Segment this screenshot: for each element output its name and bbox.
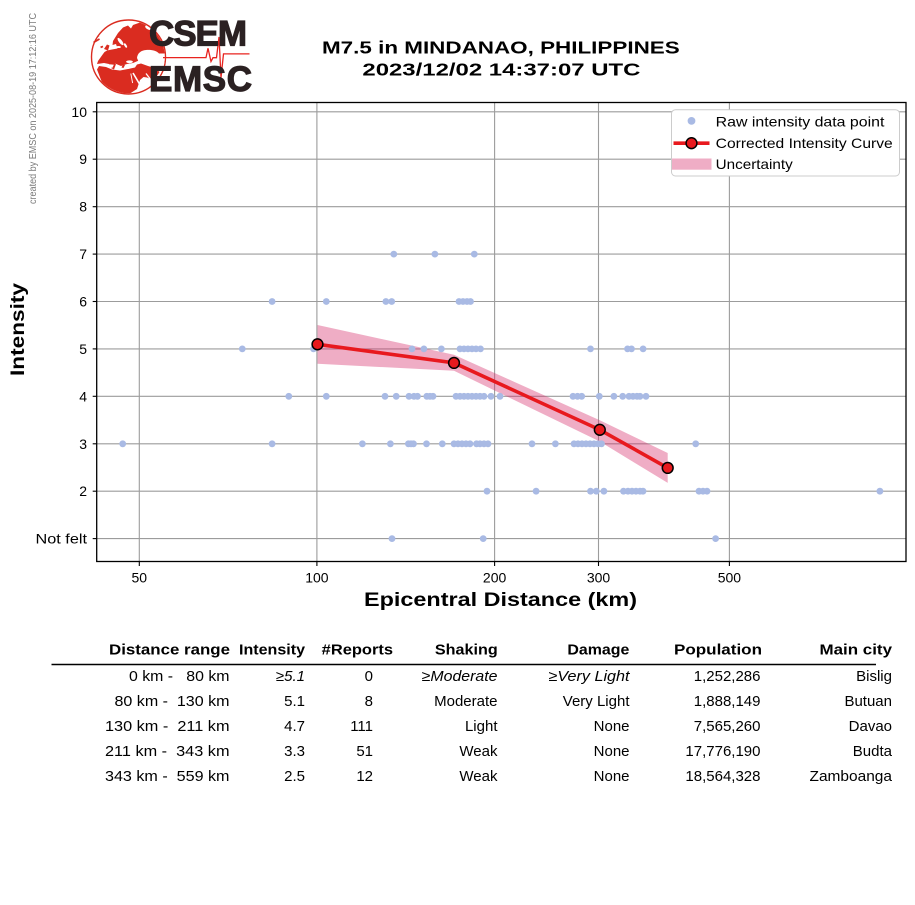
- svg-text:5: 5: [79, 341, 87, 357]
- svg-text:Light: Light: [465, 718, 498, 735]
- svg-text:500: 500: [718, 569, 742, 585]
- svg-text:200: 200: [483, 569, 507, 585]
- svg-text:Very Light: Very Light: [563, 693, 631, 710]
- svg-text:100: 100: [305, 569, 329, 585]
- svg-text:4.7: 4.7: [284, 718, 305, 735]
- svg-text:130 km - 211 km: 130 km - 211 km: [105, 718, 230, 735]
- svg-text:None: None: [594, 743, 630, 760]
- svg-text:8: 8: [365, 693, 373, 710]
- svg-text:1,888,149: 1,888,149: [694, 693, 761, 710]
- svg-text:18,564,328: 18,564,328: [685, 768, 760, 785]
- svg-text:Weak: Weak: [459, 743, 498, 760]
- svg-text:Raw intensity data point: Raw intensity data point: [716, 114, 885, 130]
- svg-text:≥Moderate: ≥Moderate: [422, 668, 498, 685]
- svg-text:0: 0: [365, 668, 373, 685]
- svg-text:50: 50: [132, 569, 148, 585]
- svg-text:Not felt: Not felt: [36, 531, 88, 547]
- svg-text:7,565,260: 7,565,260: [694, 718, 761, 735]
- svg-text:7: 7: [79, 246, 87, 262]
- svg-text:created by EMSC on 2025-08-19: created by EMSC on 2025-08-19 17:12:16 U…: [28, 13, 39, 204]
- svg-text:CSEM: CSEM: [149, 15, 247, 54]
- svg-text:4: 4: [79, 388, 87, 404]
- svg-text:1,252,286: 1,252,286: [694, 668, 761, 685]
- svg-text:≥Very Light: ≥Very Light: [549, 668, 631, 685]
- svg-text:8: 8: [79, 199, 87, 215]
- svg-text:5.1: 5.1: [284, 693, 305, 710]
- svg-text:≥5.1: ≥5.1: [276, 668, 305, 685]
- svg-text:17,776,190: 17,776,190: [685, 743, 760, 760]
- svg-text:Corrected Intensity Curve: Corrected Intensity Curve: [716, 135, 893, 151]
- svg-text:Shaking: Shaking: [435, 642, 498, 659]
- svg-text:10: 10: [71, 104, 87, 120]
- svg-text:Moderate: Moderate: [434, 693, 497, 710]
- svg-text:Uncertainty: Uncertainty: [716, 156, 793, 172]
- svg-text:6: 6: [79, 294, 87, 310]
- svg-text:Budta: Budta: [853, 743, 893, 760]
- svg-text:9: 9: [79, 151, 87, 167]
- svg-text:Population: Population: [674, 642, 762, 659]
- svg-text:Zamboanga: Zamboanga: [810, 768, 893, 785]
- svg-text:None: None: [594, 718, 630, 735]
- svg-text:Bislig: Bislig: [856, 668, 892, 685]
- svg-text:343 km - 559 km: 343 km - 559 km: [105, 768, 230, 785]
- svg-text:Butuan: Butuan: [844, 693, 892, 710]
- svg-text:2023/12/02 14:37:07 UTC: 2023/12/02 14:37:07 UTC: [362, 60, 640, 80]
- svg-text:Intensity: Intensity: [239, 642, 306, 659]
- svg-text:211 km - 343 km: 211 km - 343 km: [105, 743, 230, 760]
- svg-text:2.5: 2.5: [284, 768, 305, 785]
- svg-text:3.3: 3.3: [284, 743, 305, 760]
- svg-text:Distance range: Distance range: [109, 642, 230, 659]
- svg-text:#Reports: #Reports: [322, 642, 393, 659]
- svg-text:300: 300: [587, 569, 611, 585]
- svg-text:3: 3: [79, 436, 87, 452]
- svg-text:Davao: Davao: [849, 718, 892, 735]
- svg-text:M7.5 in MINDANAO, PHILIPPINES: M7.5 in MINDANAO, PHILIPPINES: [322, 38, 680, 58]
- svg-text:2: 2: [79, 483, 87, 499]
- svg-text:0 km - 80 km: 0 km - 80 km: [129, 668, 230, 685]
- svg-text:EMSC: EMSC: [149, 60, 252, 99]
- svg-text:None: None: [594, 768, 630, 785]
- svg-text:12: 12: [356, 768, 373, 785]
- svg-text:Damage: Damage: [567, 642, 629, 659]
- svg-text:111: 111: [350, 718, 373, 735]
- svg-text:Weak: Weak: [459, 768, 498, 785]
- svg-text:80 km - 130 km: 80 km - 130 km: [115, 693, 230, 710]
- svg-text:Intensity: Intensity: [7, 283, 29, 376]
- svg-text:Main city: Main city: [820, 642, 893, 659]
- svg-text:51: 51: [356, 743, 373, 760]
- svg-text:Epicentral Distance (km): Epicentral Distance (km): [364, 589, 637, 611]
